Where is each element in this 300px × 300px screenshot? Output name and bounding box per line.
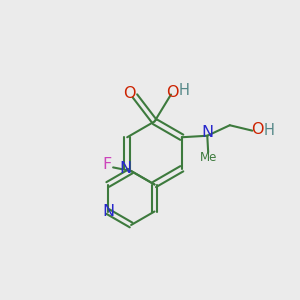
Text: H: H <box>178 83 189 98</box>
Text: F: F <box>102 157 111 172</box>
Text: N: N <box>102 204 114 219</box>
Text: H: H <box>263 122 274 137</box>
Text: O: O <box>251 122 263 137</box>
Text: Me: Me <box>200 151 217 164</box>
Text: O: O <box>166 85 179 100</box>
Text: O: O <box>123 86 136 101</box>
Text: N: N <box>202 125 214 140</box>
Text: N: N <box>120 161 132 176</box>
